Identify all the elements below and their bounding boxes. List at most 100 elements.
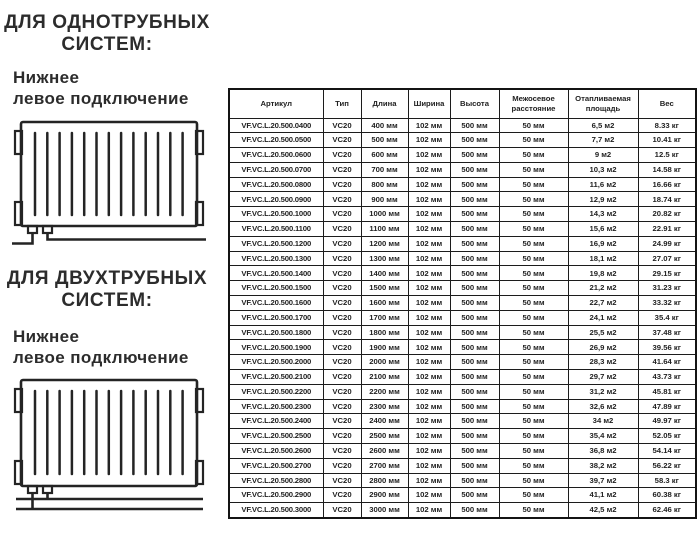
table-cell: 11,6 м2 [567, 176, 639, 193]
table-cell: VF.VC.L.20.500.2500 [228, 428, 324, 445]
table-cell: 500 мм [449, 443, 500, 459]
table-row: VF.VC.L.20.500.1500 VC20 1500 мм 102 мм 500 … [228, 280, 697, 297]
table-cell: 15,6 м2 [567, 221, 639, 237]
table-cell: 39.56 кг [637, 339, 697, 356]
table-cell: 500 мм [449, 398, 500, 415]
table-cell: 50 мм [498, 413, 569, 430]
table-cell: 7,7 м2 [567, 132, 639, 149]
table-cell: VC20 [322, 280, 362, 297]
table-cell: 50 мм [498, 206, 569, 223]
table-cell: VF.VC.L.20.500.2600 [228, 443, 324, 459]
table-cell: 20.82 кг [637, 206, 697, 223]
table-cell: VF.VC.L.20.500.1600 [228, 295, 324, 311]
table-cell: 50 мм [498, 147, 569, 163]
table-cell: 50 мм [498, 324, 569, 341]
table-cell: 31,2 м2 [567, 383, 639, 400]
table-cell: VF.VC.L.20.500.2900 [228, 487, 324, 504]
table-cell: 102 мм [407, 132, 451, 149]
table-cell: 50 мм [498, 428, 569, 445]
table-cell: 500 мм [449, 265, 500, 282]
table-cell: 27.07 кг [637, 250, 697, 267]
table-cell: 2500 мм [360, 428, 409, 445]
table-cell: 102 мм [407, 250, 451, 267]
table-cell: 18.74 кг [637, 191, 697, 208]
table-row: VF.VC.L.20.500.1800 VC20 1800 мм 102 мм 500 … [228, 324, 697, 341]
table-cell: 2900 мм [360, 487, 409, 504]
table-cell: 102 мм [407, 369, 451, 385]
table-cell: VF.VC.L.20.500.1300 [228, 250, 324, 267]
single-pipe-connection [12, 224, 206, 245]
table-cell: 500 мм [449, 235, 500, 252]
two-pipe-connection [16, 484, 203, 511]
table-cell: VF.VC.L.20.500.0700 [228, 161, 324, 178]
table-cell: 1500 мм [360, 280, 409, 297]
table-cell: 10,3 м2 [567, 161, 639, 178]
table-cell: 1600 мм [360, 295, 409, 311]
table-cell: 43.73 кг [637, 369, 697, 385]
two-pipe-radiator-diagram [13, 378, 205, 511]
table-cell: VF.VC.L.20.500.2200 [228, 383, 324, 400]
table-cell: 35.4 кг [637, 309, 697, 326]
table-cell: VC20 [322, 398, 362, 415]
table-cell: 36,8 м2 [567, 443, 639, 459]
table-cell: 500 мм [449, 428, 500, 445]
table-row: VF.VC.L.20.500.2000 VC20 2000 мм 102 мм 500 … [228, 354, 697, 371]
table-row: VF.VC.L.20.500.2400 VC20 2400 мм 102 мм 500 … [228, 413, 697, 430]
table-row: VF.VC.L.20.500.1100 VC20 1100 мм 102 мм 500 … [228, 221, 697, 237]
table-cell: VC20 [322, 206, 362, 223]
table-cell: 102 мм [407, 487, 451, 504]
table-cell: VC20 [322, 132, 362, 149]
table-cell: 50 мм [498, 398, 569, 415]
table-cell: VC20 [322, 487, 362, 504]
table-cell: 50 мм [498, 191, 569, 208]
table-cell: 2200 мм [360, 383, 409, 400]
table-cell: VF.VC.L.20.500.2400 [228, 413, 324, 430]
table-cell: 500 мм [360, 132, 409, 149]
table-cell: 50 мм [498, 161, 569, 178]
table-cell: 28,3 м2 [567, 354, 639, 371]
table-cell: 6,5 м2 [567, 117, 639, 134]
table-cell: VF.VC.L.20.500.0400 [228, 117, 324, 134]
table-row: VF.VC.L.20.500.1400 VC20 1400 мм 102 мм 500 … [228, 265, 697, 282]
table-cell: 50 мм [498, 117, 569, 134]
table-cell: 500 мм [449, 132, 500, 149]
table-cell: 102 мм [407, 413, 451, 430]
table-cell: 900 мм [360, 191, 409, 208]
table-cell: 500 мм [449, 309, 500, 326]
table-cell: 50 мм [498, 280, 569, 297]
table-cell: 32,6 м2 [567, 398, 639, 415]
table-cell: 500 мм [449, 383, 500, 400]
table-cell: 19,8 м2 [567, 265, 639, 282]
table-cell: 500 мм [449, 413, 500, 430]
table-cell: 50 мм [498, 443, 569, 459]
table-cell: 50 мм [498, 309, 569, 326]
table-cell: 18,1 м2 [567, 250, 639, 267]
table-row: VF.VC.L.20.500.2600 VC20 2600 мм 102 мм 500 … [228, 443, 697, 459]
column-header: Тип [322, 88, 362, 119]
table-cell: 29.15 кг [637, 265, 697, 282]
table-row: VF.VC.L.20.500.1600 VC20 1600 мм 102 мм 500 … [228, 295, 697, 311]
table-cell: 1400 мм [360, 265, 409, 282]
table-cell: VF.VC.L.20.500.2000 [228, 354, 324, 371]
table-cell: 22.91 кг [637, 221, 697, 237]
table-cell: 58.3 кг [637, 472, 697, 489]
section2-heading-line2: СИСТЕМ: [61, 290, 153, 311]
table-cell: 102 мм [407, 280, 451, 297]
table-row: VF.VC.L.20.500.1200 VC20 1200 мм 102 мм 500 … [228, 235, 697, 252]
table-cell: VC20 [322, 428, 362, 445]
column-header: Ширина [407, 88, 451, 119]
table-cell: 102 мм [407, 117, 451, 134]
table-cell: VC20 [322, 250, 362, 267]
table-cell: VC20 [322, 221, 362, 237]
table-row: VF.VC.L.20.500.2800 VC20 2800 мм 102 мм 500 … [228, 472, 697, 489]
table-cell: VF.VC.L.20.500.0600 [228, 147, 324, 163]
table-cell: 50 мм [498, 235, 569, 252]
table-cell: 35,4 м2 [567, 428, 639, 445]
table-cell: 16.66 кг [637, 176, 697, 193]
table-row: VF.VC.L.20.500.1300 VC20 1300 мм 102 мм 500 … [228, 250, 697, 267]
section1-heading-line2: СИСТЕМ: [61, 34, 153, 55]
table-cell: 2800 мм [360, 472, 409, 489]
section1-heading-line1: ДЛЯ ОДНОТРУБНЫХ [4, 12, 210, 33]
radiator-fins [33, 131, 184, 217]
table-cell: 500 мм [449, 324, 500, 341]
